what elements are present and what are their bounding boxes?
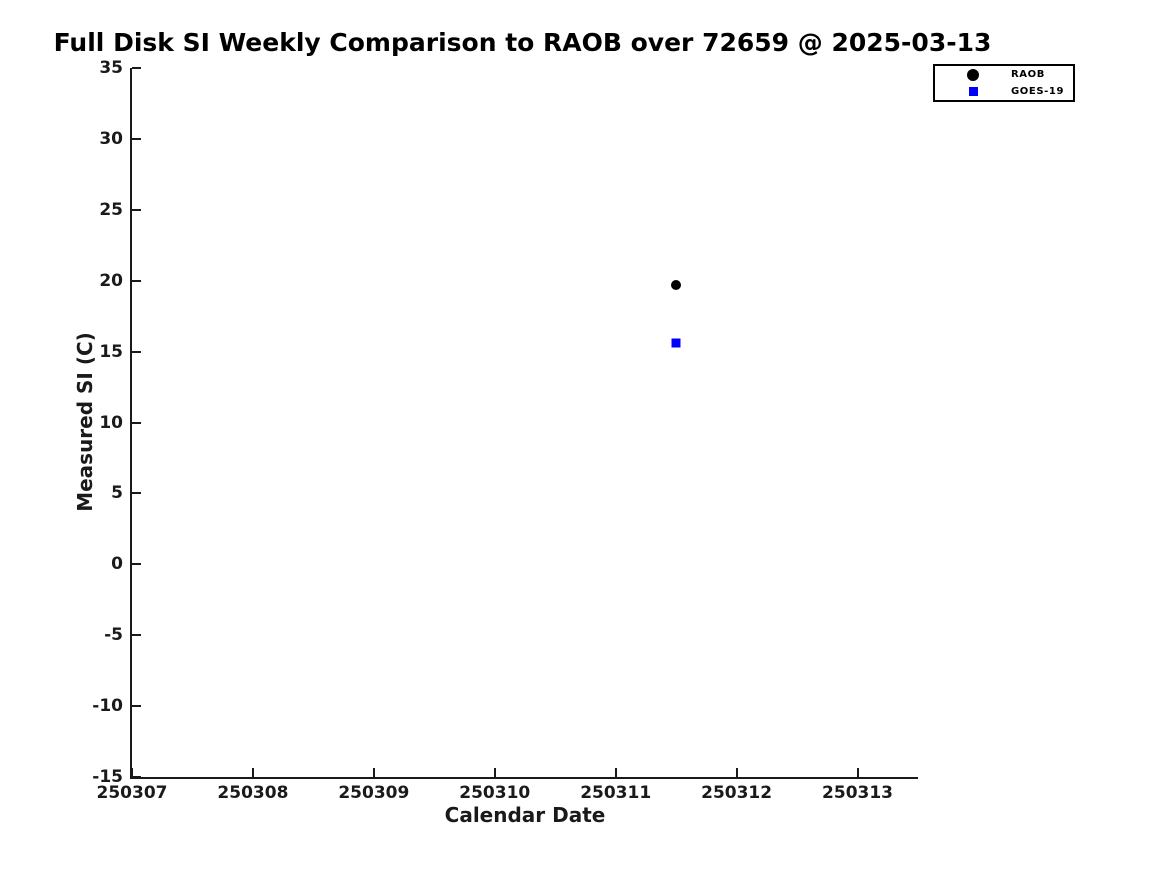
y-tick-label: 10: [99, 412, 123, 433]
y-tick-mark: [132, 208, 141, 211]
y-tick-mark: [132, 563, 141, 566]
y-tick-label: -10: [92, 696, 123, 717]
y-tick-mark: [132, 705, 141, 708]
y-tick-mark: [132, 634, 141, 637]
y-tick-label: -5: [104, 625, 123, 646]
y-tick-label: 35: [99, 58, 123, 78]
y-tick-label: 0: [111, 554, 123, 575]
y-tick-label: 30: [99, 128, 123, 149]
x-tick-label: 250308: [217, 783, 289, 803]
x-tick-label: 250311: [580, 783, 652, 803]
x-tick-label: 250312: [701, 783, 773, 803]
x-tick-label: 250313: [822, 783, 894, 803]
plot-area: 250307 250308 250309 250310 250311 250312 2503…: [92, 58, 918, 803]
y-tick-mark: [132, 350, 141, 353]
legend-label-goes-19: GOES-19: [1011, 86, 1065, 97]
y-tick-label: 15: [99, 341, 123, 362]
x-tick-label: 250307: [96, 783, 168, 803]
legend: RAOB GOES-19: [933, 64, 1075, 102]
raob-circle-marker-icon: [967, 68, 979, 81]
x-tick-mark: [493, 768, 496, 777]
legend-item-goes-19: GOES-19: [935, 83, 1073, 100]
chart-title: Full Disk SI Weekly Comparison to RAOB o…: [53, 28, 992, 57]
x-tick-mark: [614, 768, 617, 777]
x-tick-label: 250309: [338, 783, 410, 803]
x-tick-label: 250310: [459, 783, 531, 803]
x-axis-label: Calendar Date: [444, 803, 606, 827]
y-tick-label: 25: [99, 199, 123, 220]
y-tick-label: -15: [92, 767, 123, 787]
y-tick-mark: [132, 279, 141, 282]
y-tick-mark: [132, 137, 141, 140]
goes-19-data-point: [671, 338, 681, 348]
x-tick-mark: [131, 768, 133, 777]
y-tick-mark: [132, 492, 141, 495]
x-tick-mark: [251, 768, 254, 777]
legend-marker-cell: [935, 68, 1011, 81]
y-tick-label: 5: [111, 483, 123, 504]
y-tick-mark: [132, 421, 141, 424]
x-tick-mark: [735, 768, 738, 777]
goes-19-square-marker-icon: [968, 87, 978, 96]
y-tick-mark: [132, 67, 141, 69]
y-tick-mark: [132, 776, 141, 778]
legend-label-raob: RAOB: [1011, 69, 1045, 80]
x-tick-mark: [372, 768, 375, 777]
x-tick-mark: [856, 768, 859, 777]
y-tick-label: 20: [99, 270, 123, 291]
legend-item-raob: RAOB: [935, 66, 1073, 83]
legend-marker-cell: [935, 87, 1011, 96]
raob-data-point: [671, 279, 682, 290]
y-axis-label: Measured SI (C): [73, 332, 97, 512]
